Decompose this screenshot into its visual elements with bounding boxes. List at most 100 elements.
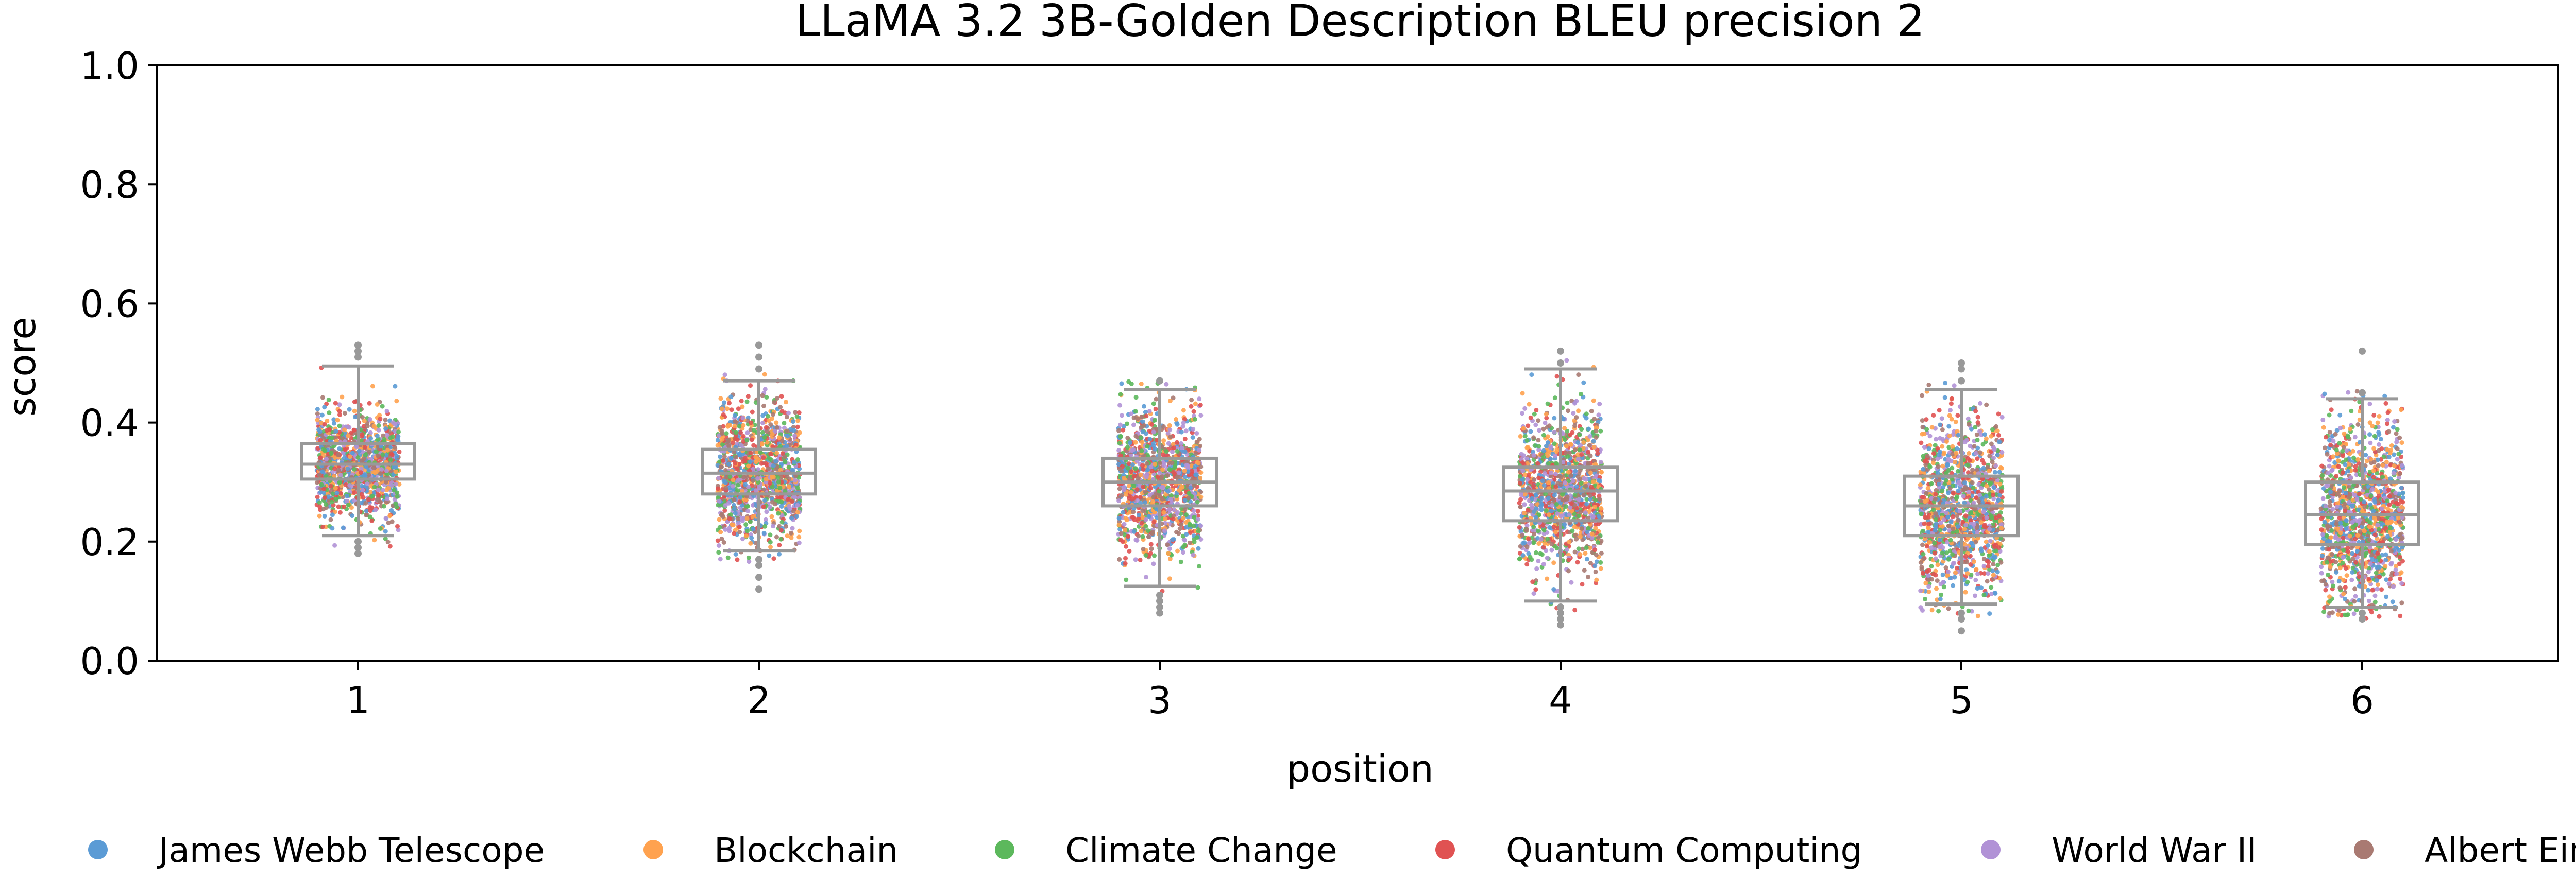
- data-point: [795, 503, 800, 508]
- data-point: [745, 394, 751, 399]
- data-point: [363, 512, 368, 517]
- data-point: [1194, 431, 1199, 436]
- data-point: [1548, 445, 1553, 450]
- data-point: [1123, 556, 1128, 561]
- data-point: [768, 452, 773, 456]
- data-point: [337, 409, 342, 414]
- data-point: [368, 436, 374, 441]
- data-point: [763, 517, 768, 522]
- data-point: [1589, 531, 1595, 537]
- data-point: [717, 517, 722, 522]
- data-point: [740, 518, 745, 523]
- data-point: [1139, 435, 1144, 440]
- data-point: [1122, 522, 1127, 527]
- data-point: [378, 471, 383, 476]
- data-point: [1154, 396, 1159, 402]
- data-point: [391, 420, 396, 425]
- data-point: [1597, 402, 1602, 407]
- data-point: [1117, 403, 1123, 408]
- data-point: [1193, 401, 1198, 406]
- data-point: [790, 468, 795, 473]
- data-point: [1147, 409, 1152, 414]
- data-point: [1121, 487, 1126, 492]
- data-point: [1587, 443, 1592, 448]
- data-point: [736, 406, 741, 411]
- data-point: [379, 444, 384, 449]
- data-point: [1171, 470, 1176, 475]
- data-point: [790, 526, 795, 531]
- data-point: [371, 465, 376, 470]
- data-point: [1571, 478, 1576, 484]
- data-point: [1593, 526, 1598, 531]
- data-point: [376, 427, 381, 433]
- data-point: [1144, 413, 1149, 419]
- data-point: [1138, 472, 1143, 477]
- data-point: [768, 540, 773, 545]
- data-point: [1543, 420, 1548, 425]
- data-point: [737, 499, 742, 505]
- data-point: [1564, 443, 1569, 448]
- data-point: [1588, 470, 1593, 475]
- data-point: [1536, 418, 1541, 423]
- data-point: [1197, 447, 1202, 453]
- data-point: [1143, 517, 1148, 522]
- data-point: [764, 509, 769, 514]
- data-point: [1536, 438, 1541, 443]
- data-point: [1578, 509, 1583, 514]
- data-point: [1554, 502, 1559, 507]
- data-point: [1596, 412, 1601, 418]
- data-point: [725, 555, 731, 560]
- data-point: [768, 544, 773, 549]
- data-point: [1536, 559, 1541, 563]
- data-point: [1536, 475, 1541, 480]
- data-point: [328, 484, 333, 489]
- data-point: [716, 486, 721, 491]
- data-point: [318, 438, 323, 443]
- data-point: [332, 466, 337, 471]
- data-point: [1551, 560, 1556, 565]
- data-point: [1578, 552, 1583, 557]
- data-point: [1157, 461, 1162, 466]
- data-point: [381, 433, 386, 438]
- data-point: [766, 413, 771, 419]
- data-point: [1194, 535, 1199, 540]
- data-point: [359, 466, 364, 471]
- data-point: [761, 531, 767, 536]
- data-point: [387, 513, 393, 519]
- data-point: [321, 490, 327, 495]
- data-point: [375, 402, 380, 407]
- data-point: [320, 524, 325, 529]
- data-point: [1572, 608, 1578, 613]
- data-point: [1116, 523, 1122, 528]
- strip-points-layer: [314, 358, 2406, 621]
- data-point: [1191, 409, 1196, 414]
- data-point: [1161, 510, 1166, 515]
- data-point: [1588, 453, 1593, 458]
- data-point: [761, 403, 766, 408]
- data-point: [360, 432, 365, 437]
- data-point: [1575, 457, 1581, 462]
- data-point: [766, 466, 771, 471]
- data-point: [352, 415, 358, 420]
- data-point: [1524, 528, 1529, 533]
- data-point: [1118, 531, 1124, 536]
- data-point: [1198, 403, 1203, 407]
- data-point: [1142, 423, 1147, 428]
- data-point: [1191, 508, 1196, 513]
- data-point: [1191, 553, 1196, 558]
- data-point: [1139, 448, 1144, 454]
- data-point: [1122, 476, 1126, 480]
- data-point: [365, 481, 370, 486]
- data-point: [392, 488, 397, 493]
- data-point: [733, 419, 738, 424]
- data-point: [374, 449, 379, 454]
- data-point: [371, 424, 377, 429]
- data-point: [1153, 462, 1158, 467]
- data-point: [796, 540, 802, 545]
- data-point: [1118, 422, 1123, 427]
- data-point: [797, 528, 802, 533]
- data-point: [759, 461, 764, 466]
- data-point: [1584, 502, 1589, 507]
- data-point: [337, 412, 342, 417]
